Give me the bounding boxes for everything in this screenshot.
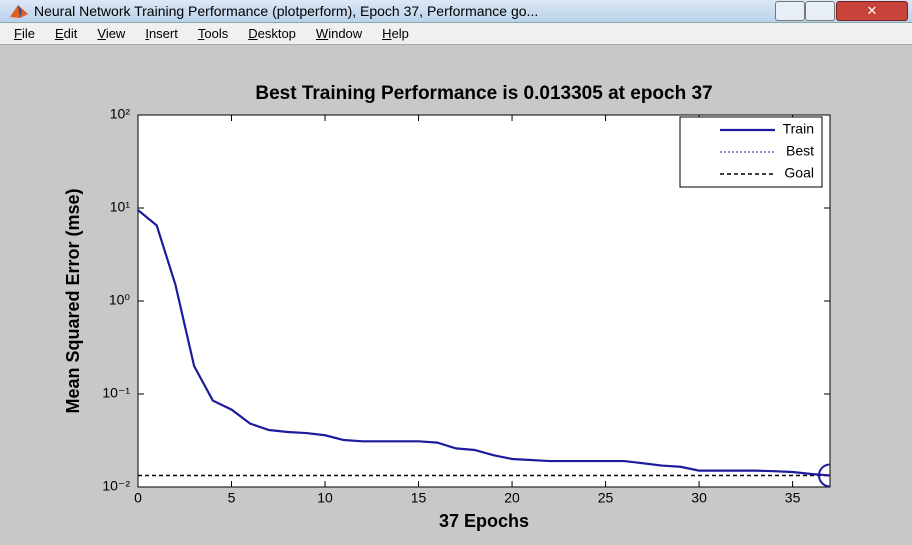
menu-item[interactable]: Window	[315, 26, 363, 41]
legend-label: Goal	[784, 165, 814, 181]
window-title: Neural Network Training Performance (plo…	[34, 3, 539, 19]
chart-title: Best Training Performance is 0.013305 at…	[255, 83, 712, 104]
menu-item[interactable]: View	[97, 26, 126, 41]
x-tick-label: 35	[785, 490, 801, 506]
best-marker	[818, 463, 830, 487]
x-tick-label: 10	[317, 490, 333, 506]
y-axis-label: Mean Squared Error (mse)	[63, 188, 83, 413]
x-axis-label: 37 Epochs	[439, 511, 529, 531]
x-tick-label: 20	[504, 490, 520, 506]
menu-item[interactable]: Help	[382, 26, 409, 41]
x-tick-label: 0	[134, 490, 142, 506]
y-tick-label: 10⁻¹	[102, 385, 130, 401]
legend-label: Train	[783, 121, 814, 137]
x-tick-label: 25	[598, 490, 614, 506]
maximize-button[interactable]	[805, 1, 835, 21]
menu-item[interactable]: Insert	[145, 26, 178, 41]
menu-item[interactable]: File	[14, 26, 35, 41]
y-tick-label: 10²	[110, 106, 131, 122]
minimize-button[interactable]	[775, 1, 805, 21]
menu-item[interactable]: Desktop	[248, 26, 296, 41]
y-tick-label: 10⁰	[109, 292, 131, 308]
menu-bar: File Edit View Insert Tools Desktop Window Help	[0, 23, 912, 45]
close-button[interactable]: ✕	[836, 1, 908, 21]
y-tick-label: 10⁻²	[102, 478, 130, 494]
plot-lines	[138, 115, 830, 487]
app-icon	[10, 5, 28, 18]
x-tick-label: 5	[228, 490, 236, 506]
menu-item[interactable]: Tools	[197, 26, 229, 41]
y-tick-label: 10¹	[110, 199, 131, 215]
x-tick-label: 15	[411, 490, 427, 506]
figure: Best Training Performance is 0.013305 at…	[63, 83, 831, 531]
train-line	[138, 209, 830, 477]
x-tick-label: 30	[691, 490, 707, 506]
legend-box	[679, 116, 823, 188]
title-bar: Neural Network Training Performance (plo…	[0, 0, 912, 23]
menu-item[interactable]: Edit	[54, 26, 78, 41]
legend-label: Best	[786, 143, 814, 159]
